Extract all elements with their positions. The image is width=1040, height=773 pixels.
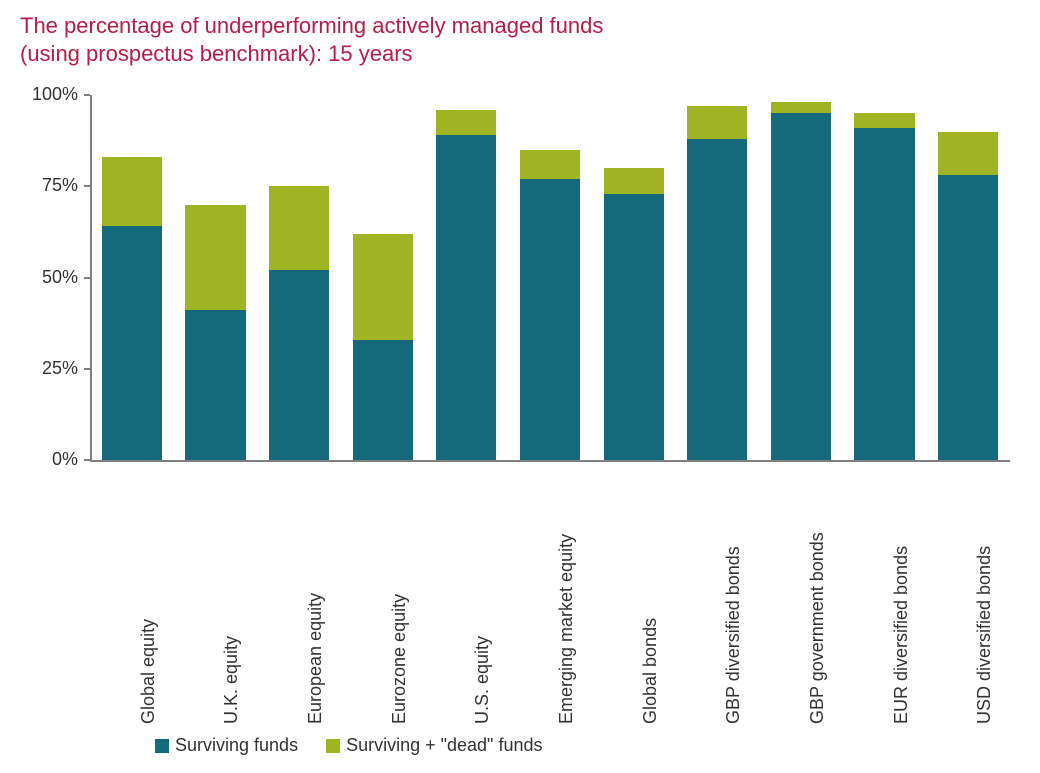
bar-seg-surviving-dead xyxy=(687,106,747,139)
ytick-mark xyxy=(84,368,90,370)
legend-label-surviving: Surviving funds xyxy=(175,735,298,756)
ytick-mark xyxy=(84,459,90,461)
plot-area xyxy=(90,95,1010,462)
legend-label-surviving-dead: Surviving + "dead" funds xyxy=(346,735,542,756)
ytick-label: 100% xyxy=(0,84,78,105)
bar-8 xyxy=(771,95,831,460)
legend: Surviving funds Surviving + "dead" funds xyxy=(155,735,542,756)
bar-seg-surviving xyxy=(854,128,914,460)
ytick-mark xyxy=(84,277,90,279)
bar-seg-surviving-dead xyxy=(102,157,162,226)
bar-seg-surviving xyxy=(687,139,747,460)
ytick-label: 0% xyxy=(0,449,78,470)
ytick-label: 25% xyxy=(0,358,78,379)
bar-4 xyxy=(436,95,496,460)
bar-6 xyxy=(604,95,664,460)
bar-7 xyxy=(687,95,747,460)
ytick-mark xyxy=(84,185,90,187)
bar-seg-surviving-dead xyxy=(604,168,664,194)
bar-seg-surviving xyxy=(102,226,162,460)
bar-seg-surviving xyxy=(771,113,831,460)
bar-seg-surviving-dead xyxy=(938,132,998,176)
bar-seg-surviving-dead xyxy=(353,234,413,340)
x-category-label: GBP government bonds xyxy=(807,464,828,724)
bar-seg-surviving xyxy=(185,310,245,460)
bar-seg-surviving-dead xyxy=(269,186,329,270)
bar-1 xyxy=(185,95,245,460)
x-category-label: U.K. equity xyxy=(221,464,242,724)
x-category-label: GBP diversified bonds xyxy=(723,464,744,724)
legend-swatch-surviving-dead xyxy=(326,739,340,753)
x-category-label: EUR diversified bonds xyxy=(891,464,912,724)
ytick-label: 75% xyxy=(0,175,78,196)
bar-seg-surviving-dead xyxy=(185,205,245,311)
bar-seg-surviving-dead xyxy=(436,110,496,136)
ytick-label: 50% xyxy=(0,267,78,288)
bar-seg-surviving-dead xyxy=(854,113,914,128)
legend-item-surviving-dead: Surviving + "dead" funds xyxy=(326,735,542,756)
bar-5 xyxy=(520,95,580,460)
bar-0 xyxy=(102,95,162,460)
x-category-label: European equity xyxy=(305,464,326,724)
bar-seg-surviving xyxy=(520,179,580,460)
legend-swatch-surviving xyxy=(155,739,169,753)
bar-3 xyxy=(353,95,413,460)
bar-seg-surviving-dead xyxy=(771,102,831,113)
chart-title: The percentage of underperforming active… xyxy=(20,12,603,67)
bar-seg-surviving xyxy=(604,194,664,460)
ytick-mark xyxy=(84,94,90,96)
bar-seg-surviving xyxy=(938,175,998,460)
x-category-label: USD diversified bonds xyxy=(974,464,995,724)
bar-9 xyxy=(854,95,914,460)
x-category-label: Emerging market equity xyxy=(556,464,577,724)
chart-canvas: The percentage of underperforming active… xyxy=(0,0,1040,773)
bar-2 xyxy=(269,95,329,460)
bar-seg-surviving xyxy=(353,340,413,460)
x-category-label: U.S. equity xyxy=(472,464,493,724)
bar-10 xyxy=(938,95,998,460)
bar-seg-surviving-dead xyxy=(520,150,580,179)
x-category-label: Eurozone equity xyxy=(389,464,410,724)
bar-seg-surviving xyxy=(436,135,496,460)
x-category-label: Global bonds xyxy=(640,464,661,724)
x-category-label: Global equity xyxy=(138,464,159,724)
bar-seg-surviving xyxy=(269,270,329,460)
legend-item-surviving: Surviving funds xyxy=(155,735,298,756)
